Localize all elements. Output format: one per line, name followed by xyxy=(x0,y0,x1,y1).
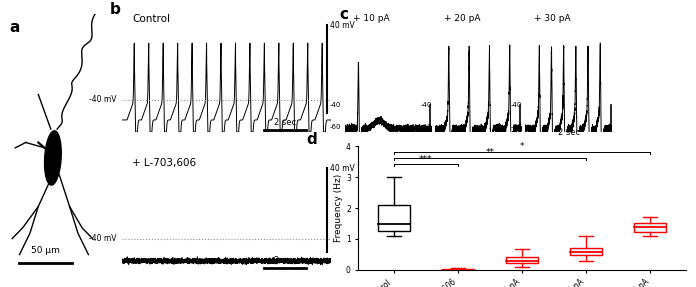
Bar xyxy=(442,269,474,271)
Text: + 30 pA: + 30 pA xyxy=(535,13,571,23)
Text: 50 μm: 50 μm xyxy=(31,246,60,255)
Bar xyxy=(634,223,666,232)
Text: + 20 pA: + 20 pA xyxy=(444,13,480,23)
Text: -40 mV: -40 mV xyxy=(89,234,116,243)
Text: d: d xyxy=(306,131,317,147)
Text: 2 sec: 2 sec xyxy=(558,128,580,137)
Y-axis label: Frequency (Hz): Frequency (Hz) xyxy=(334,174,343,242)
Text: + L-703,606: + L-703,606 xyxy=(132,158,196,168)
Text: -60: -60 xyxy=(420,124,432,130)
Text: *: * xyxy=(520,142,524,151)
Text: ***: *** xyxy=(419,155,432,164)
Text: -40 mV: -40 mV xyxy=(89,95,116,104)
Text: -40: -40 xyxy=(511,102,522,108)
Text: -60: -60 xyxy=(330,124,341,130)
Bar xyxy=(506,257,538,263)
Text: + 10 pA: + 10 pA xyxy=(353,13,390,23)
Polygon shape xyxy=(45,131,61,185)
Text: c: c xyxy=(340,7,349,22)
Text: -40: -40 xyxy=(420,102,432,108)
Text: 40 mV: 40 mV xyxy=(329,164,354,173)
Bar xyxy=(570,248,602,255)
Text: 40 mV: 40 mV xyxy=(329,21,354,30)
Bar xyxy=(378,205,410,231)
Text: 2 sec: 2 sec xyxy=(274,256,296,265)
Text: a: a xyxy=(9,20,19,35)
Text: **: ** xyxy=(485,148,494,158)
Text: b: b xyxy=(109,2,120,17)
Text: 2 sec: 2 sec xyxy=(274,118,296,127)
Text: -40: -40 xyxy=(330,102,341,108)
Text: -60: -60 xyxy=(511,124,522,130)
Text: Control: Control xyxy=(132,14,171,24)
